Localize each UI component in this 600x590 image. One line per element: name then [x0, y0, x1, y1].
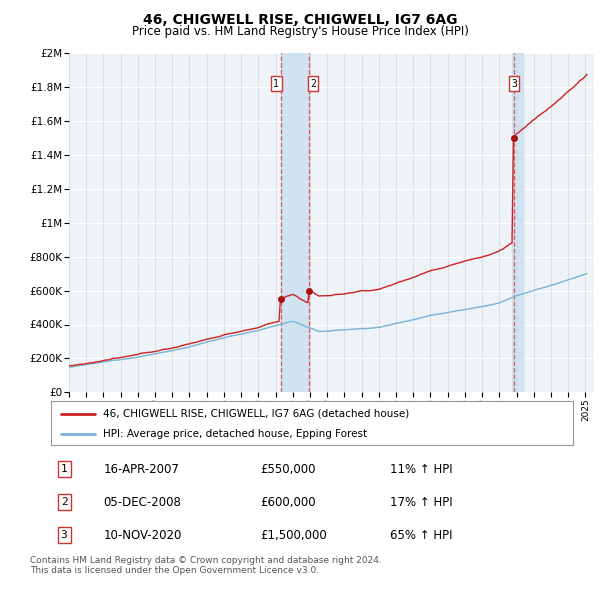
Text: 10-NOV-2020: 10-NOV-2020: [103, 529, 182, 542]
Text: 2: 2: [61, 497, 67, 507]
Text: HPI: Average price, detached house, Epping Forest: HPI: Average price, detached house, Eppi…: [103, 429, 367, 439]
Text: £550,000: £550,000: [260, 463, 316, 476]
Bar: [512, 53, 523, 392]
Text: 11% ↑ HPI: 11% ↑ HPI: [391, 463, 453, 476]
Text: 05-DEC-2008: 05-DEC-2008: [103, 496, 181, 509]
Text: 46, CHIGWELL RISE, CHIGWELL, IG7 6AG: 46, CHIGWELL RISE, CHIGWELL, IG7 6AG: [143, 13, 457, 27]
Text: 65% ↑ HPI: 65% ↑ HPI: [391, 529, 453, 542]
Text: 3: 3: [511, 78, 517, 88]
Text: 46, CHIGWELL RISE, CHIGWELL, IG7 6AG (detached house): 46, CHIGWELL RISE, CHIGWELL, IG7 6AG (de…: [103, 409, 409, 418]
Text: 2: 2: [310, 78, 316, 88]
Text: Price paid vs. HM Land Registry's House Price Index (HPI): Price paid vs. HM Land Registry's House …: [131, 25, 469, 38]
Text: 3: 3: [61, 530, 67, 540]
Text: £1,500,000: £1,500,000: [260, 529, 326, 542]
Text: £600,000: £600,000: [260, 496, 316, 509]
Text: 17% ↑ HPI: 17% ↑ HPI: [391, 496, 453, 509]
Text: 1: 1: [274, 78, 279, 88]
Text: 1: 1: [61, 464, 67, 474]
Text: This data is licensed under the Open Government Licence v3.0.: This data is licensed under the Open Gov…: [30, 566, 319, 575]
Text: Contains HM Land Registry data © Crown copyright and database right 2024.: Contains HM Land Registry data © Crown c…: [30, 556, 382, 565]
Bar: [281, 53, 308, 392]
Text: 16-APR-2007: 16-APR-2007: [103, 463, 179, 476]
